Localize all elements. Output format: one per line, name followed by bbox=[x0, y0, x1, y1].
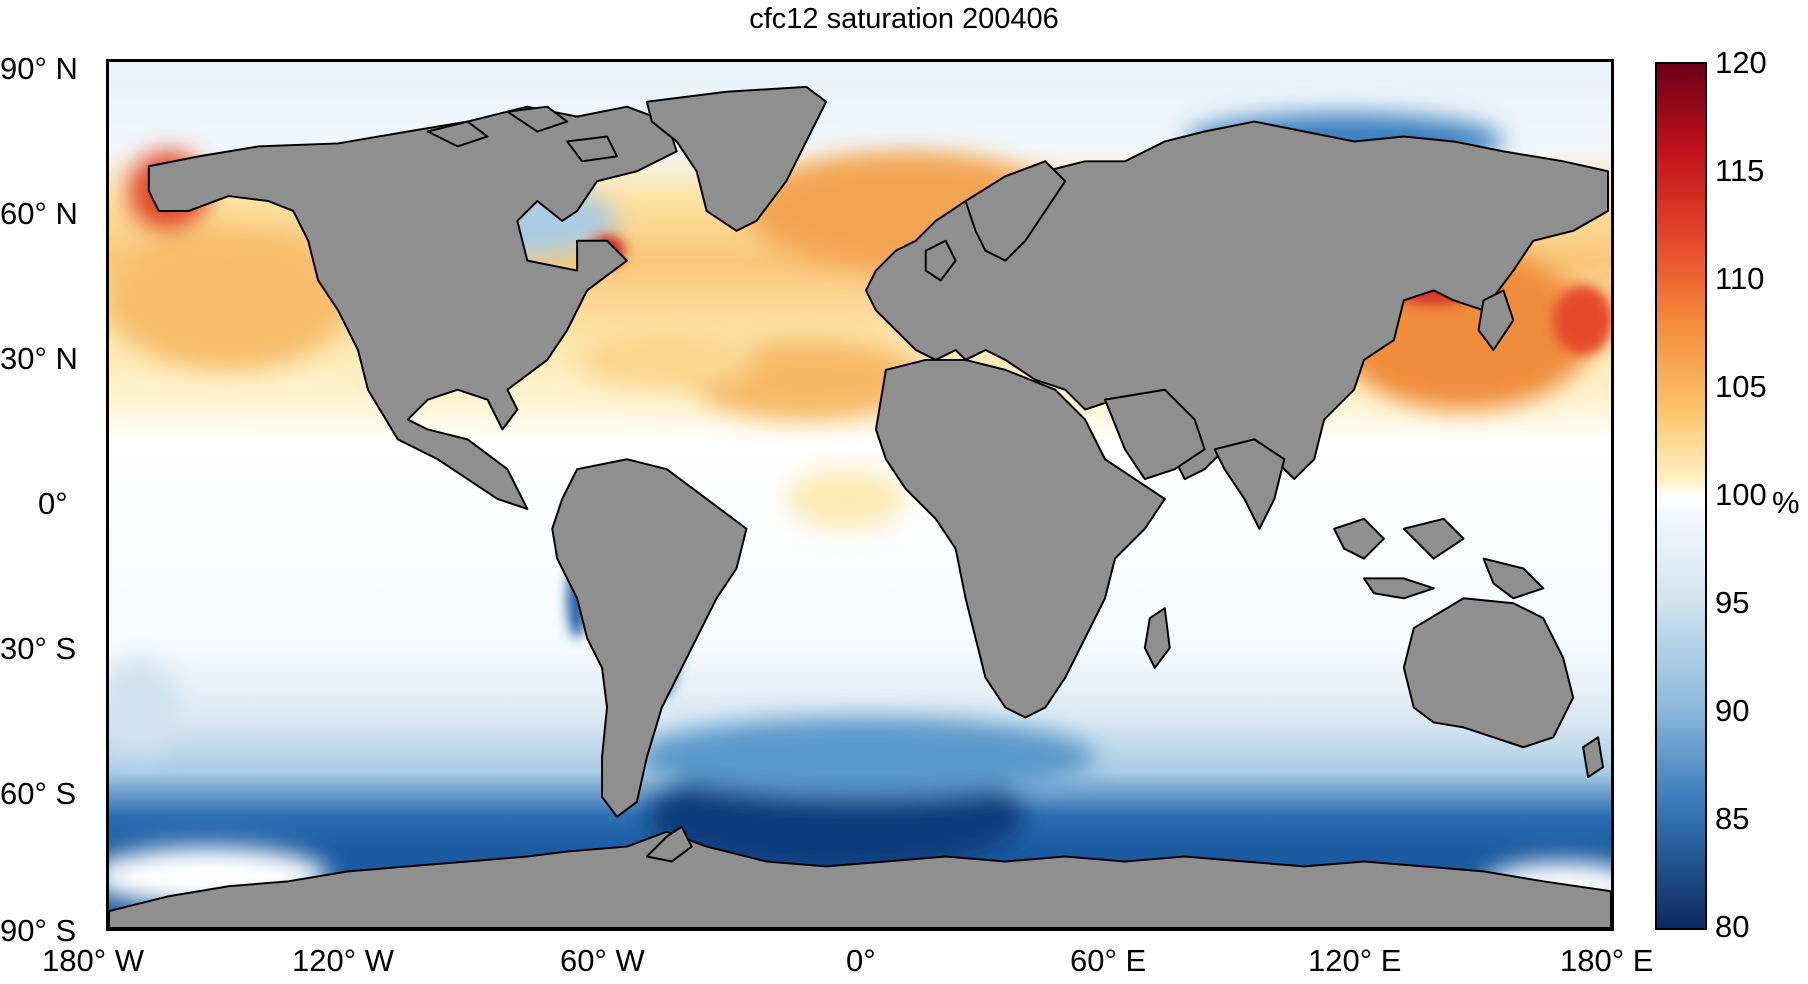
eurasia bbox=[864, 120, 1610, 481]
south-america bbox=[551, 458, 748, 818]
colorbar bbox=[1655, 62, 1707, 930]
australia bbox=[1402, 597, 1575, 749]
map-title: cfc12 saturation 200406 bbox=[749, 3, 1059, 35]
saturation-field bbox=[109, 62, 1611, 928]
lon-label-60w: 60° W bbox=[560, 943, 645, 978]
colorbar-tick-110: 110 bbox=[1715, 261, 1765, 296]
north-america bbox=[147, 105, 678, 510]
lat-label-60s: 60° S bbox=[0, 776, 77, 811]
africa bbox=[874, 358, 1166, 719]
lat-label-90s: 90° S bbox=[0, 913, 77, 948]
colorbar-tick-95: 95 bbox=[1715, 585, 1750, 620]
lon-label-180w: 180° W bbox=[42, 943, 144, 978]
colorbar-tick-80: 80 bbox=[1715, 909, 1750, 944]
colorbar-unit: % bbox=[1772, 485, 1800, 520]
lon-label-180e: 180° E bbox=[1560, 943, 1654, 978]
greenland bbox=[645, 85, 828, 232]
lon-label-60e: 60° E bbox=[1070, 943, 1147, 978]
lat-label-30s: 30° S bbox=[0, 631, 77, 666]
land-masses bbox=[109, 85, 1611, 928]
colorbar-tick-115: 115 bbox=[1715, 153, 1765, 188]
lon-label-120w: 120° W bbox=[292, 943, 394, 978]
lat-label-90n: 90° N bbox=[0, 51, 78, 86]
lon-label-0: 0° bbox=[846, 943, 876, 978]
lon-label-120e: 120° E bbox=[1308, 943, 1402, 978]
colorbar-tick-90: 90 bbox=[1715, 693, 1750, 728]
lat-label-60n: 60° N bbox=[0, 196, 78, 231]
world-map bbox=[106, 59, 1614, 931]
colorbar-gradient bbox=[1657, 64, 1705, 928]
colorbar-tick-120: 120 bbox=[1715, 45, 1767, 80]
colorbar-tick-100: 100 bbox=[1715, 477, 1767, 512]
colorbar-tick-85: 85 bbox=[1715, 801, 1750, 836]
lat-label-30n: 30° N bbox=[0, 341, 78, 376]
lat-label-0: 0° bbox=[38, 486, 68, 521]
colorbar-tick-105: 105 bbox=[1715, 369, 1767, 404]
antarctica bbox=[109, 830, 1611, 928]
